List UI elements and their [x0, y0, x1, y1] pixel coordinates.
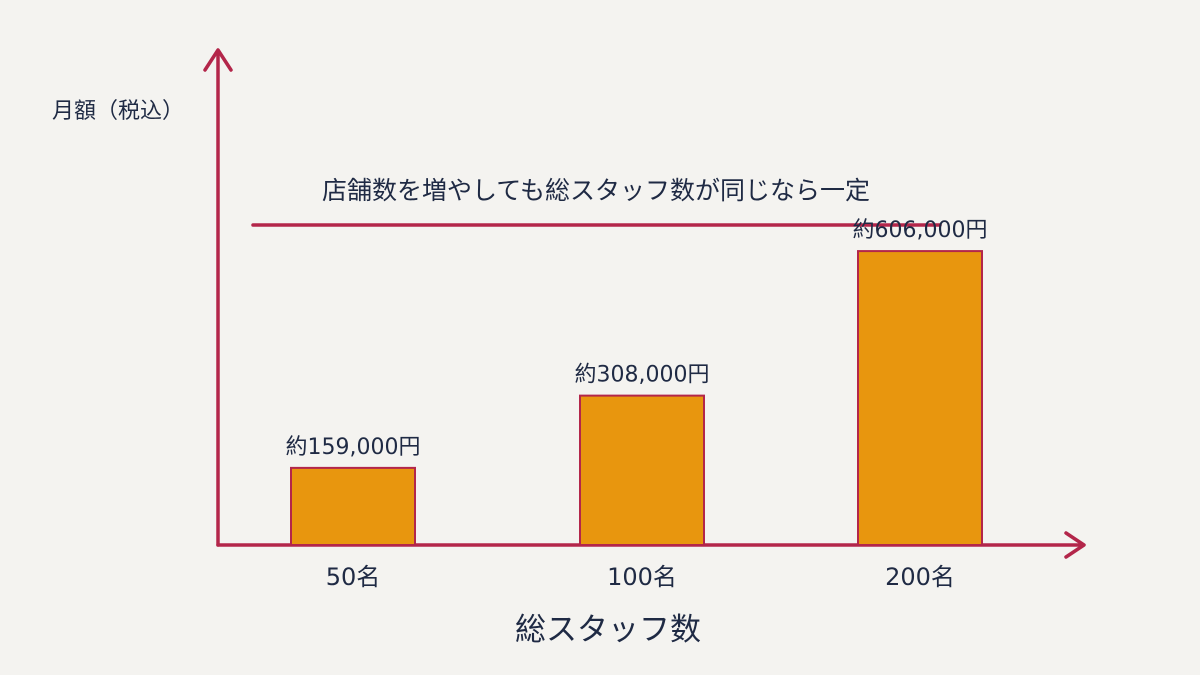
bar-value-label-1: 約159,000円 [286, 435, 421, 460]
bar-value-label-3: 約606,000円 [853, 218, 988, 243]
annotation-text: 店舗数を増やしても総スタッフ数が同じなら一定 [322, 176, 870, 205]
bar-3 [857, 250, 983, 546]
x-axis-arrow-icon [1064, 531, 1086, 559]
category-label-1: 50名 [326, 563, 381, 591]
x-axis-label: 総スタッフ数 [515, 612, 701, 648]
category-label-2: 100名 [607, 563, 677, 591]
bar-1 [290, 466, 416, 547]
bar-value-label-2: 約308,000円 [575, 363, 710, 388]
y-axis-arrow-icon [203, 48, 233, 72]
category-label-3: 200名 [885, 563, 955, 591]
bars-group [290, 250, 983, 547]
value-labels-group: 約159,000円 約308,000円 約606,000円 [286, 218, 988, 460]
y-axis-label: 月額（税込） [52, 99, 184, 124]
bar-2 [579, 394, 705, 546]
category-labels-group: 50名 100名 200名 [326, 563, 955, 591]
